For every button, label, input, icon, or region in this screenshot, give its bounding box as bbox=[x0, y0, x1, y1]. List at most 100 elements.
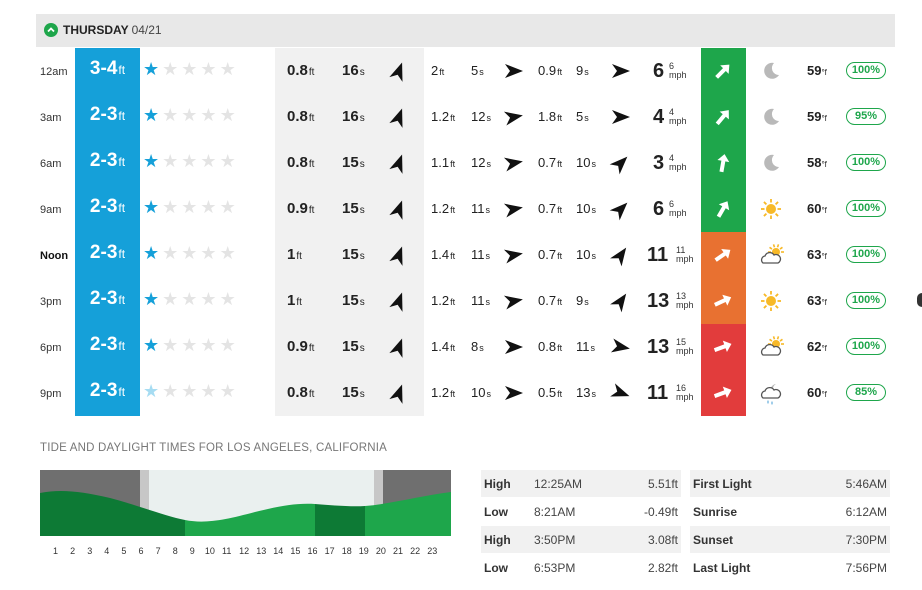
primary-swell-period: 15s bbox=[342, 154, 365, 171]
primary-swell-direction bbox=[388, 60, 410, 87]
forecast-row[interactable]: 6am 2-3ft ★★★★★ 0.8ft 15s 1.1ft 12s 0.7ft 10s 3 4 m… bbox=[0, 140, 922, 186]
forecast-row[interactable]: 12am 3-4ft ★★★★★ 0.8ft 16s 2ft 5s 0.9ft 9s 6 6 mph 5… bbox=[0, 48, 922, 94]
surf-height-column bbox=[75, 48, 140, 416]
temperature: 62°f bbox=[807, 339, 827, 354]
rating-star-icon: ★ bbox=[219, 335, 239, 355]
rating-star-icon: ★ bbox=[181, 289, 201, 309]
tide-hour-label: 20 bbox=[375, 546, 386, 556]
secondary-swell-height: 2ft bbox=[431, 63, 445, 78]
daylight-time: 7:56PM bbox=[845, 561, 887, 575]
swell-direction-arrow-icon bbox=[610, 383, 630, 397]
secondary-swell-period: 11s bbox=[471, 201, 490, 216]
tertiary-swell-height: 1.8ft bbox=[538, 109, 563, 124]
rating-star-icon: ★ bbox=[200, 197, 220, 217]
collapse-chevron-icon[interactable] bbox=[44, 23, 58, 37]
weather bbox=[759, 151, 783, 180]
tide-hour-label: 4 bbox=[104, 546, 110, 556]
swell-direction-arrow-icon bbox=[389, 200, 403, 220]
row-time: Noon bbox=[40, 250, 69, 262]
primary-swell-direction bbox=[388, 336, 410, 363]
surf-height: 2-3ft bbox=[89, 242, 126, 263]
tide-hour-label: 3 bbox=[87, 546, 93, 556]
swell-direction-arrow-icon bbox=[389, 292, 403, 312]
surf-height: 2-3ft bbox=[89, 380, 126, 401]
tide-hour-label: 19 bbox=[358, 546, 369, 556]
tertiary-swell-direction bbox=[610, 244, 632, 271]
day-date: 04/21 bbox=[131, 23, 162, 37]
forecast-probability: 100% bbox=[846, 154, 886, 171]
forecast-probability: 95% bbox=[846, 108, 886, 125]
secondary-swell-direction bbox=[503, 382, 525, 409]
moon-icon bbox=[764, 108, 779, 125]
forecast-row[interactable]: 3am 2-3ft ★★★★★ 0.8ft 16s 1.2ft 12s 1.8ft 5s 4 4 mp… bbox=[0, 94, 922, 140]
forecast-probability: 100% bbox=[846, 200, 886, 217]
forecast-row[interactable]: 6pm 2-3ft ★★★★★ 0.9ft 15s 1.4ft 8s 0.8ft 11s 13 15… bbox=[0, 324, 922, 370]
scroll-handle[interactable] bbox=[917, 293, 922, 307]
tide-hour-label: 21 bbox=[393, 546, 404, 556]
rating-star-icon: ★ bbox=[181, 197, 201, 217]
tide-hour-label: 14 bbox=[273, 546, 284, 556]
day-name: THURSDAY bbox=[63, 23, 129, 37]
surf-rating: ★★★★★ bbox=[143, 243, 239, 264]
tide-height: 5.51ft bbox=[647, 477, 678, 491]
rating-star-icon: ★ bbox=[181, 105, 201, 125]
tide-type: High bbox=[484, 533, 511, 547]
rating-star-icon: ★ bbox=[162, 105, 182, 125]
rating-star-icon: ★ bbox=[200, 243, 220, 263]
tide-hour-label: 6 bbox=[138, 546, 144, 556]
tide-curve-late bbox=[365, 492, 451, 536]
tertiary-swell-height: 0.5ft bbox=[538, 385, 563, 400]
primary-swell-period: 15s bbox=[342, 384, 365, 401]
twilight-band-morning bbox=[140, 470, 149, 536]
row-time: 12am bbox=[40, 66, 68, 78]
primary-swell-period: 15s bbox=[342, 200, 365, 217]
primary-swell-height: 1ft bbox=[287, 292, 302, 309]
tide-hour-label: 8 bbox=[172, 546, 178, 556]
secondary-swell-period: 11s bbox=[471, 247, 490, 262]
primary-swell-height: 0.8ft bbox=[287, 384, 315, 401]
secondary-swell-height: 1.2ft bbox=[431, 109, 456, 124]
tide-row: High 3:50PM 3.08ft bbox=[481, 526, 681, 554]
temperature: 59°f bbox=[807, 63, 827, 78]
day-title: THURSDAY 04/21 bbox=[63, 23, 162, 37]
row-time: 3pm bbox=[40, 296, 62, 308]
secondary-swell-height: 1.4ft bbox=[431, 247, 456, 262]
rating-star-icon: ★ bbox=[219, 151, 239, 171]
primary-swell-direction bbox=[388, 244, 410, 271]
tide-hour-label: 17 bbox=[324, 546, 335, 556]
tide-hour-label: 7 bbox=[155, 546, 161, 556]
partly-cloudy-icon bbox=[760, 244, 784, 264]
swell-direction-arrow-icon bbox=[389, 384, 403, 404]
tide-hour-label: 15 bbox=[290, 546, 301, 556]
rating-star-icon: ★ bbox=[219, 105, 239, 125]
wind-gust: 13 mph bbox=[676, 291, 694, 310]
swell-direction-arrow-icon bbox=[389, 246, 403, 266]
tide-time: 8:21AM bbox=[534, 505, 576, 519]
primary-swell-period: 16s bbox=[342, 62, 365, 79]
rating-star-icon: ★ bbox=[143, 197, 163, 217]
tide-hour-label: 9 bbox=[189, 546, 195, 556]
swell-direction-arrow-icon bbox=[505, 386, 523, 400]
surf-height: 2-3ft bbox=[89, 150, 126, 171]
forecast-row[interactable]: Noon 2-3ft ★★★★★ 1ft 15s 1.4ft 11s 0.7ft 10s 11 11… bbox=[0, 232, 922, 278]
forecast-row[interactable]: 9pm 2-3ft ★★★★★ 0.8ft 15s 1.2ft 10s 0.5ft 13s 11 1… bbox=[0, 370, 922, 416]
rating-star-icon: ★ bbox=[200, 381, 220, 401]
secondary-swell-direction bbox=[503, 60, 525, 87]
tide-curve-night bbox=[40, 490, 185, 536]
rating-star-icon: ★ bbox=[162, 197, 182, 217]
forecast-row[interactable]: 9am 2-3ft ★★★★★ 0.9ft 15s 1.2ft 11s 0.7ft 10s 6 6 m… bbox=[0, 186, 922, 232]
swell-direction-arrow-icon bbox=[612, 64, 630, 78]
secondary-swell-period: 12s bbox=[471, 155, 491, 170]
wind-gust: 6 mph bbox=[669, 61, 687, 80]
day-header[interactable]: THURSDAY 04/21 bbox=[36, 14, 895, 47]
rating-star-icon: ★ bbox=[143, 289, 163, 309]
tide-time: 3:50PM bbox=[534, 533, 576, 547]
surf-height: 2-3ft bbox=[89, 288, 126, 309]
rating-star-icon: ★ bbox=[181, 335, 201, 355]
daylight-table: First Light 5:46AM Sunrise 6:12AM Sunset 7:30… bbox=[690, 470, 890, 582]
wind-speed: 6 bbox=[653, 60, 665, 82]
forecast-row[interactable]: 3pm 2-3ft ★★★★★ 1ft 15s 1.2ft 11s 0.7ft 9s 13 13 mp… bbox=[0, 278, 922, 324]
tide-type: Low bbox=[484, 505, 508, 519]
swell-direction-arrow-icon bbox=[503, 111, 523, 126]
